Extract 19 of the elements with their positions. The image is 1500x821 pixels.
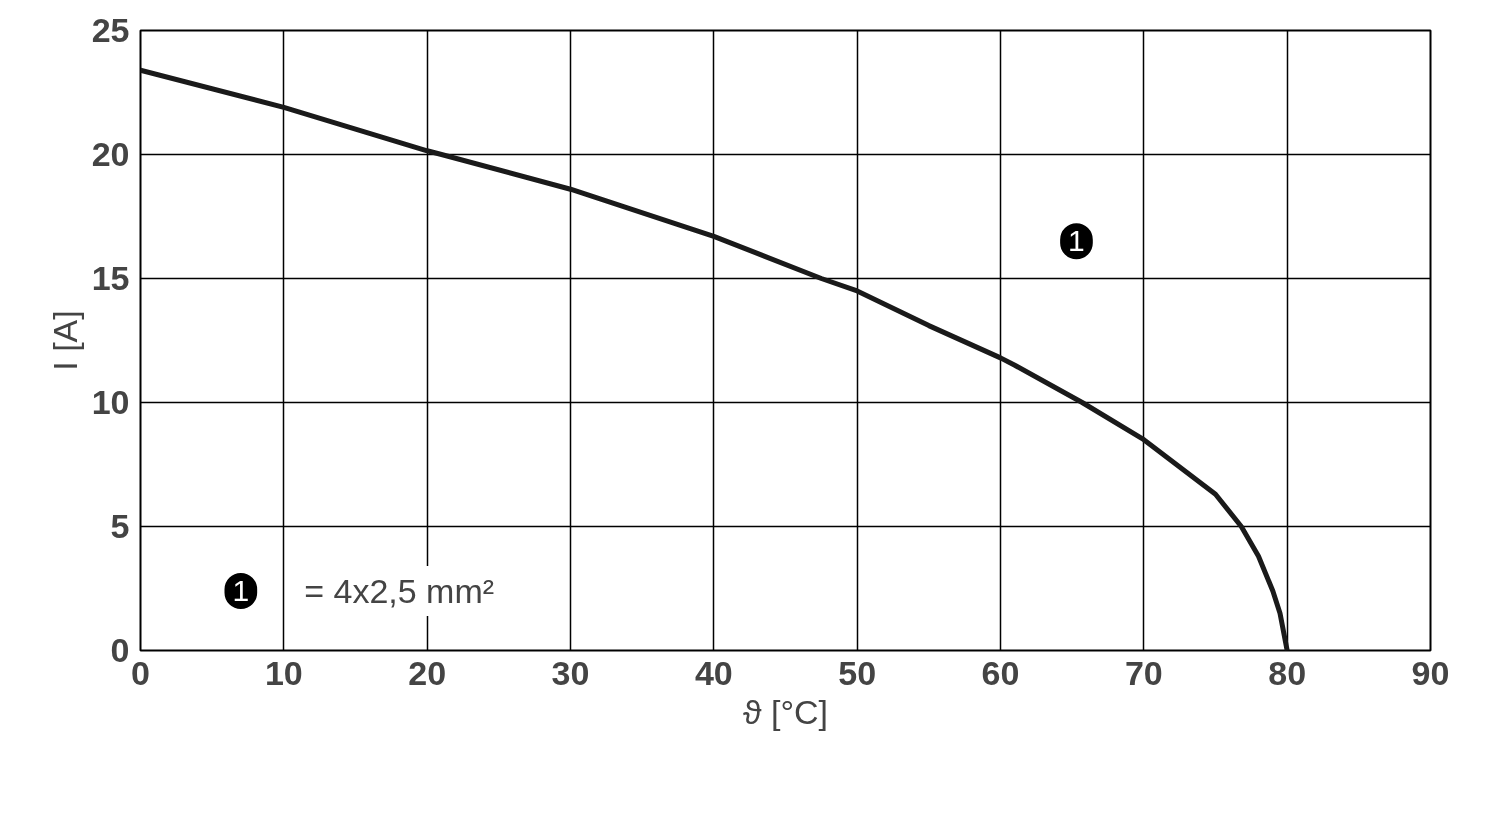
text: 1 bbox=[232, 573, 250, 607]
x-tick-label: 70 bbox=[1124, 653, 1163, 692]
x-tick-label: 60 bbox=[981, 653, 1020, 692]
x-tick-label: 10 bbox=[264, 653, 303, 692]
x-tick-label: 50 bbox=[838, 653, 877, 692]
annotation: 1 bbox=[1068, 224, 1085, 258]
x-tick-label: 90 bbox=[1411, 653, 1450, 692]
y-tick-label: 20 bbox=[91, 135, 130, 173]
x-axis-title: ϑ [°C] bbox=[742, 692, 829, 731]
x-tick-label: 20 bbox=[408, 653, 447, 692]
y-axis-title: I [A] bbox=[45, 310, 84, 371]
text: = 4x2,5 mm² bbox=[304, 571, 495, 610]
x-tick-label: 40 bbox=[694, 653, 733, 692]
y-tick-label: 5 bbox=[110, 507, 130, 545]
y-tick-label: 25 bbox=[91, 11, 130, 49]
y-tick-label: 15 bbox=[91, 259, 130, 297]
x-tick-label: 30 bbox=[551, 653, 590, 692]
y-tick-label: 10 bbox=[91, 383, 130, 421]
x-tick-label: 80 bbox=[1268, 653, 1307, 692]
